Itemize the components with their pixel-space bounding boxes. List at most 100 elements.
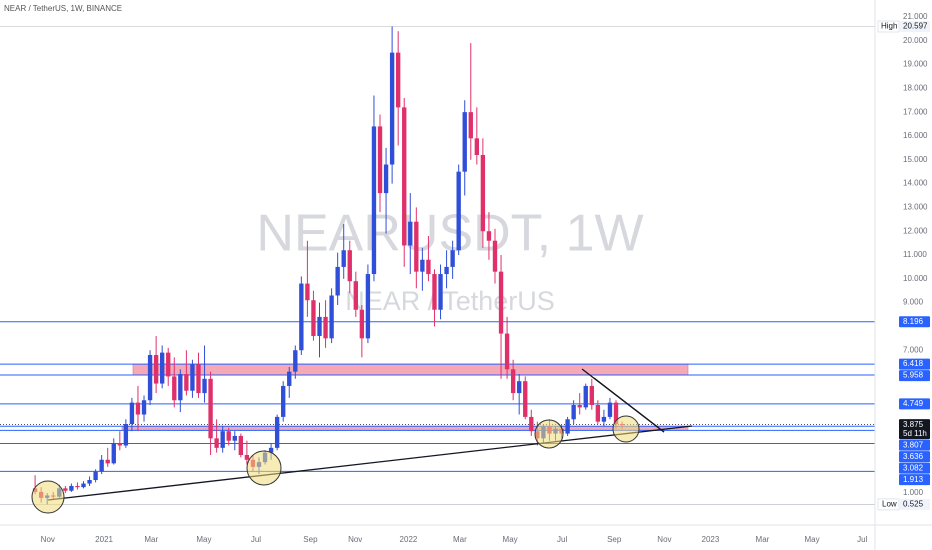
level-label-box <box>899 439 930 451</box>
x-tick-label: Nov <box>657 535 671 544</box>
high-value-box <box>900 21 930 32</box>
y-tick-label: 12.000 <box>903 226 928 235</box>
candle-body <box>341 250 346 267</box>
candle-body <box>492 240 498 272</box>
candle-body <box>305 283 310 301</box>
candle-body <box>347 250 352 282</box>
level-label: 8.196 <box>903 317 924 326</box>
candle-body <box>287 371 292 386</box>
y-tick-label: 7.000 <box>903 345 924 354</box>
y-tick-label: 15.000 <box>903 155 928 164</box>
candle-body <box>111 443 116 464</box>
candle-body <box>353 281 358 310</box>
low-marker: Low <box>882 500 897 509</box>
x-tick-label: Jul <box>557 535 567 544</box>
x-tick-label: Jul <box>251 535 261 544</box>
candle-body <box>371 126 377 275</box>
x-tick-label: Sep <box>303 535 318 544</box>
candle-body <box>244 455 250 460</box>
candle-body <box>408 221 413 246</box>
level-label: 5.958 <box>903 371 924 380</box>
candle-body <box>75 485 80 488</box>
candle-body <box>480 155 486 232</box>
countdown: 5d 11h <box>903 429 927 438</box>
candle-body <box>589 385 594 405</box>
candle-body <box>504 333 510 370</box>
y-tick-label: 17.000 <box>903 107 928 116</box>
candle-body <box>565 419 570 434</box>
candle-body <box>377 126 383 194</box>
candle-body <box>147 355 153 401</box>
high-marker-box <box>877 20 900 33</box>
high-value: 20.597 <box>903 22 928 31</box>
candle-body <box>178 374 183 401</box>
y-tick-label: 19.000 <box>903 60 928 69</box>
candle-body <box>420 259 425 272</box>
candle-body <box>432 274 437 310</box>
candle-body <box>517 381 522 394</box>
zone <box>121 425 689 431</box>
current-price-label: 3.875 <box>903 420 924 429</box>
candle-body <box>383 164 389 194</box>
candle-body <box>414 221 419 272</box>
trend-line <box>47 425 693 501</box>
candle-body <box>274 416 280 448</box>
y-tick-label: 21.000 <box>903 12 928 21</box>
y-tick-label: 18.000 <box>903 83 928 92</box>
y-tick-label: 9.000 <box>903 298 924 307</box>
candle-body <box>523 381 528 417</box>
y-tick-label: 20.000 <box>903 36 928 45</box>
x-tick-label: Mar <box>144 535 158 544</box>
candle-body <box>529 416 534 432</box>
y-tick-label: 16.000 <box>903 131 928 140</box>
y-tick-label: 14.000 <box>903 179 928 188</box>
candle-body <box>444 266 449 275</box>
candle-body <box>281 385 286 417</box>
candle-body <box>359 309 365 339</box>
x-tick-label: Nov <box>348 535 362 544</box>
drawings <box>31 368 693 514</box>
candle-body <box>141 400 147 415</box>
candle-body <box>510 369 516 394</box>
candle-body <box>166 352 171 377</box>
candle-body <box>395 52 401 108</box>
x-tick-label: Mar <box>756 535 770 544</box>
watermark-name: NEAR / TetherUS <box>345 286 555 316</box>
candle-body <box>402 107 407 246</box>
candle-body <box>220 431 225 448</box>
high-marker: High <box>881 22 897 31</box>
candle-body <box>159 352 165 384</box>
candle-body <box>293 350 298 372</box>
low-marker-box <box>877 498 900 511</box>
candle-body <box>87 480 92 484</box>
candle-body <box>595 405 601 422</box>
level-label: 3.807 <box>903 440 924 449</box>
level-label: 6.418 <box>903 359 924 368</box>
x-tick-label: May <box>805 535 820 544</box>
candle-body <box>486 231 492 241</box>
candle-body <box>335 266 340 296</box>
candle-body <box>389 52 395 165</box>
candle-body <box>226 431 231 441</box>
y-tick-label: 11.000 <box>903 250 927 259</box>
candle-body <box>238 435 244 455</box>
candle-body <box>583 385 588 408</box>
candle-body <box>329 295 334 339</box>
level-label-box <box>899 316 930 328</box>
candle-body <box>81 483 86 488</box>
level-label: 4.749 <box>903 399 924 408</box>
axes: 21.000 20.000 19.000 18.000 17.000 16.000 15.0… <box>41 12 928 544</box>
level-label-box <box>899 370 930 382</box>
candle-body <box>184 374 189 391</box>
low-value: 0.525 <box>903 500 924 509</box>
candle-body <box>426 259 431 275</box>
candle-body <box>172 376 177 401</box>
candle-body <box>268 447 274 453</box>
y-tick-label: 13.000 <box>903 202 928 211</box>
level-label-box <box>899 474 930 486</box>
candle-body <box>613 402 619 425</box>
candles <box>32 26 625 505</box>
candle-body <box>105 459 110 464</box>
level-label-box <box>899 451 930 463</box>
candle-body <box>190 364 195 391</box>
